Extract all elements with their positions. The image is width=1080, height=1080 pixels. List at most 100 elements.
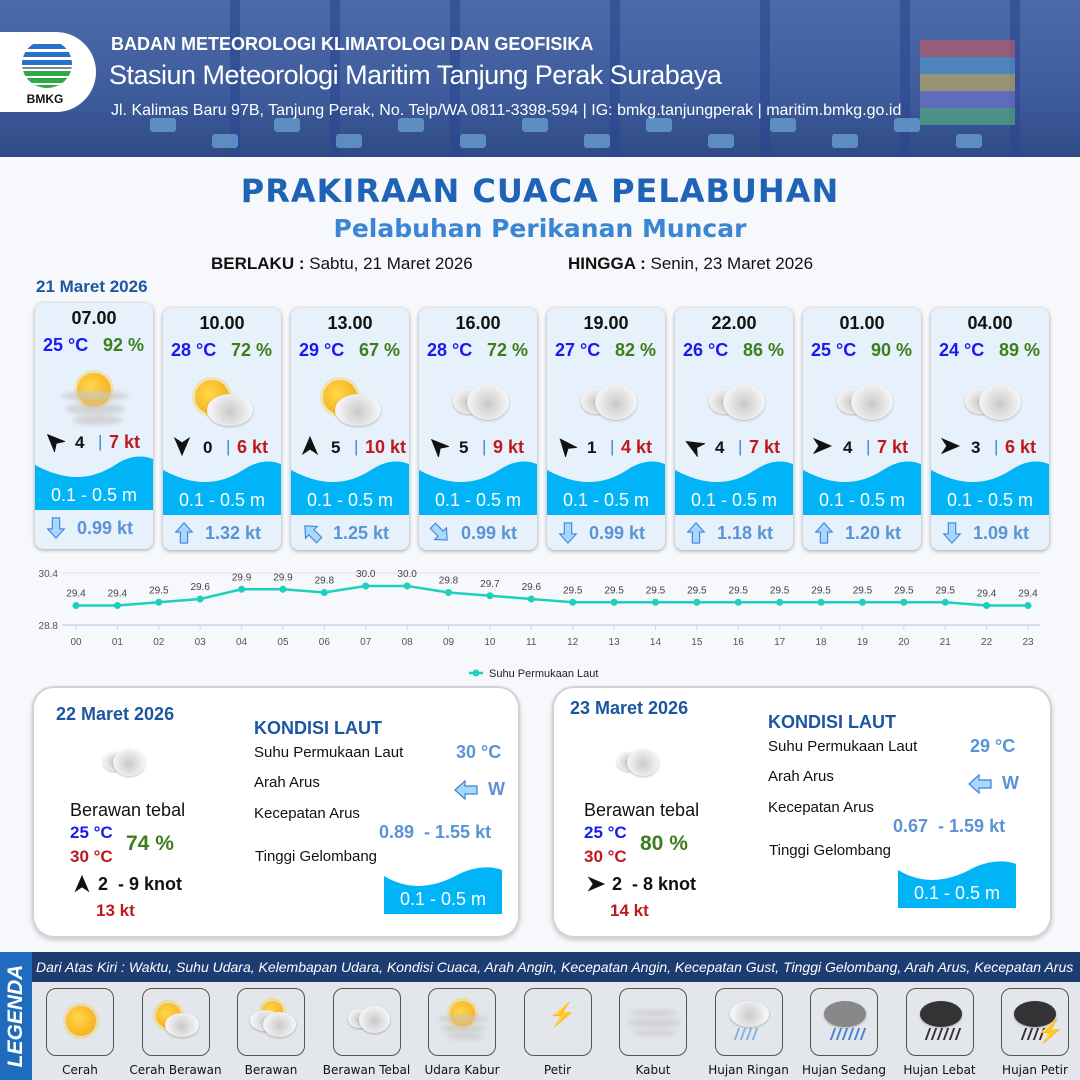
current-direction-icon xyxy=(941,521,963,545)
sst-point[interactable] xyxy=(569,598,577,606)
legend-hujan-petir: ⚡ xyxy=(1001,988,1069,1056)
sst-data-label: 30.0 xyxy=(397,569,417,580)
current-direction-icon xyxy=(813,521,835,545)
legend-udara-kabur xyxy=(428,988,496,1056)
cerah-berawan-icon xyxy=(147,995,207,1051)
wave-height-label: Tinggi Gelombang xyxy=(255,848,378,865)
panel-date: 22 Maret 2026 xyxy=(56,704,175,724)
sst-data-label: 29.5 xyxy=(811,585,831,596)
card-current-speed: 0.99 kt xyxy=(77,518,134,538)
x-tick-label: 20 xyxy=(898,637,910,648)
card-time: 16.00 xyxy=(455,313,501,333)
wave-icon xyxy=(163,458,281,515)
sst-point[interactable] xyxy=(320,589,328,596)
card-gust: 6 kt xyxy=(1005,437,1037,457)
hujan-sedang-icon xyxy=(815,995,875,1051)
sst-point[interactable] xyxy=(651,598,659,606)
sst-point[interactable] xyxy=(734,598,742,606)
current-direction-label: Arah Arus xyxy=(768,768,834,785)
legend-kabut xyxy=(619,988,687,1056)
current-direction-icon xyxy=(968,772,992,796)
card-temperature: 28 °C xyxy=(427,340,473,360)
forecast-card-0700: 07.00 25 °C 92 % 4 | 7 kt 0.1 - 0.5 m 0.… xyxy=(35,303,153,549)
sst-point[interactable] xyxy=(403,582,411,590)
valid-to-value: Senin, 23 Maret 2026 xyxy=(650,254,814,273)
legend-berawan-tebal xyxy=(332,988,401,1056)
legend-hujan-lebat xyxy=(905,988,974,1056)
legend-hujan-ringan xyxy=(714,988,783,1056)
card-wave-height: 0.1 - 0.5 m xyxy=(434,490,522,510)
sst-point[interactable] xyxy=(817,598,825,606)
x-tick-label: 18 xyxy=(815,637,827,648)
card-wind-speed: 0 xyxy=(203,438,213,457)
card-humidity: 89 % xyxy=(998,340,1040,360)
berawan-tebal-icon xyxy=(823,370,903,434)
separator: | xyxy=(98,432,103,451)
sst-point[interactable] xyxy=(983,602,991,609)
sst-point[interactable] xyxy=(858,598,866,606)
card-time: 04.00 xyxy=(967,313,1013,333)
card-wave-height: 0.1 - 0.5 m xyxy=(306,490,394,510)
sst-chart: 30.4 28.8 00 01 02 03 04 05 06 07 08 09 10 11 12 13 14 15… xyxy=(39,569,1040,680)
separator: | xyxy=(994,437,999,456)
sst-point[interactable] xyxy=(610,598,618,606)
wave-icon xyxy=(35,453,153,510)
sst-point[interactable] xyxy=(776,598,784,606)
legend-side-label: LEGENDA xyxy=(0,952,32,1080)
legend-label: Udara Kabur xyxy=(424,1063,500,1077)
card-humidity: 72 % xyxy=(230,340,272,360)
sst-point[interactable] xyxy=(196,595,204,603)
x-tick-label: 03 xyxy=(195,637,207,648)
card-time: 07.00 xyxy=(71,308,117,328)
sst-point[interactable] xyxy=(238,585,246,593)
sea-condition-title: KONDISI LAUT xyxy=(768,712,896,732)
x-tick-label: 15 xyxy=(691,637,703,648)
berawan-tebal-icon xyxy=(338,995,398,1051)
card-gust: 4 kt xyxy=(621,437,653,457)
sst-data-label: 29.5 xyxy=(687,585,707,596)
sst-data-label: 29.9 xyxy=(232,572,252,583)
hujan-ringan-icon xyxy=(720,995,780,1051)
hujan-petir-icon: ⚡ xyxy=(1006,995,1066,1051)
current-direction-label: Arah Arus xyxy=(254,774,320,791)
wave-icon xyxy=(675,458,793,515)
forecast-card-1300: 13.00 29 °C 67 % 5 | 10 kt 0.1 - 0.5 m 1… xyxy=(291,308,409,550)
legend-side-text: LEGENDA xyxy=(4,964,27,1068)
card-current-speed: 1.32 kt xyxy=(205,523,262,543)
sst-point[interactable] xyxy=(693,598,701,606)
x-tick-label: 08 xyxy=(402,637,414,648)
sst-point[interactable] xyxy=(1024,602,1032,609)
bmkg-logo: BMKG xyxy=(0,32,96,112)
station-name: Stasiun Meteorologi Maritim Tanjung Pera… xyxy=(109,60,722,90)
sst-point[interactable] xyxy=(155,598,163,606)
forecast-card-1000: 10.00 28 °C 72 % 0 | 6 kt 0.1 - 0.5 m 1.… xyxy=(163,308,281,550)
sst-point[interactable] xyxy=(527,595,535,603)
panel-temp-min: 25 °C xyxy=(70,823,113,842)
current-direction-icon xyxy=(429,521,451,545)
sst-point[interactable] xyxy=(900,598,908,606)
panel-temp-min: 25 °C xyxy=(584,823,627,842)
sst-point[interactable] xyxy=(72,602,80,609)
legend-berawan xyxy=(237,988,305,1056)
sst-data-label: 29.5 xyxy=(149,585,169,596)
sst-point[interactable] xyxy=(941,598,949,606)
berawan-tebal-icon xyxy=(92,738,152,786)
logo-text: BMKG xyxy=(26,92,64,106)
sst-data-label: 29.4 xyxy=(66,589,86,600)
sst-point[interactable] xyxy=(445,589,453,596)
valid-to: HINGGA : Senin, 23 Maret 2026 xyxy=(568,254,813,274)
current-speed-value: 0.89 - 1.55 kt xyxy=(379,822,492,842)
current-direction-icon xyxy=(301,521,323,545)
current-direction-icon xyxy=(45,516,67,540)
x-tick-label: 13 xyxy=(609,637,621,648)
berawan-tebal-icon xyxy=(695,370,775,434)
sst-point[interactable] xyxy=(279,585,287,593)
x-tick-label: 02 xyxy=(153,637,165,648)
legend-description: Dari Atas Kiri : Waktu, Suhu Udara, Kele… xyxy=(36,959,1074,975)
sst-point[interactable] xyxy=(113,602,121,609)
card-gust: 6 kt xyxy=(237,437,269,457)
card-wave-height: 0.1 - 0.5 m xyxy=(690,490,778,510)
sst-point[interactable] xyxy=(486,592,494,600)
sst-point[interactable] xyxy=(362,582,370,590)
wind-direction-icon xyxy=(586,874,606,894)
